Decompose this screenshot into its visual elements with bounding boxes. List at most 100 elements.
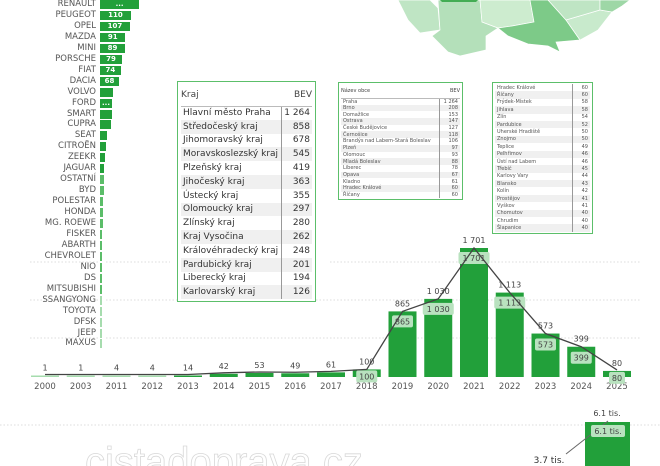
brand-bar[interactable] [100, 142, 106, 152]
map-region-praha-area[interactable] [440, 0, 478, 2]
brand-row[interactable]: SSANGYONG [0, 295, 170, 306]
year-bar[interactable] [31, 375, 59, 378]
table-row[interactable]: Moravskoslezský kraj 545 [181, 147, 312, 162]
brand-row[interactable]: DFSK [0, 317, 170, 328]
table-row[interactable]: Ústecký kraj 355 [181, 188, 312, 203]
brand-row[interactable]: TOYOTA [0, 306, 170, 317]
brand-bar[interactable] [100, 328, 102, 338]
table-row[interactable]: Šlapanice 40 [495, 224, 590, 232]
brand-bar[interactable] [100, 273, 102, 283]
brand-row[interactable]: CUPRA [0, 119, 170, 130]
table-row[interactable]: Jihlava 58 [495, 106, 590, 114]
brand-row[interactable]: SMART [0, 109, 170, 120]
brand-row[interactable]: MINI 89 [0, 43, 170, 54]
brand-bar[interactable]: 74 [100, 65, 121, 75]
table-row[interactable]: Blansko 43 [495, 180, 590, 188]
brand-bar[interactable] [100, 131, 107, 141]
brand-bar[interactable] [100, 186, 104, 196]
table-row[interactable]: Znojmo 50 [495, 135, 590, 144]
year-bar[interactable] [281, 373, 310, 377]
brand-row[interactable]: MG. ROEWE [0, 218, 170, 229]
brand-bar[interactable] [100, 317, 102, 327]
brand-bar[interactable]: 89 [100, 43, 125, 53]
year-bar[interactable] [102, 375, 131, 378]
brand-bar[interactable] [100, 219, 103, 228]
brand-bar[interactable] [100, 262, 102, 272]
brand-row[interactable]: OSTATNÍ [0, 174, 170, 185]
brand-bar[interactable] [100, 295, 102, 305]
brand-row[interactable]: CITROËN [0, 141, 170, 152]
table-row[interactable]: Kladno 61 [341, 178, 460, 185]
table-row[interactable]: Vyškov 41 [495, 202, 590, 210]
table-row[interactable]: Hradec Králové 60 [495, 84, 590, 92]
municipality-table-2[interactable]: Hradec Králové 60 Říčany 60 Frýdek-Místek 58 J… [492, 82, 593, 234]
brand-row[interactable]: JAGUAR [0, 163, 170, 174]
municipality-table-1[interactable]: Název obce BEV Praha 1 264 Brno 208 Domažlice 1… [338, 82, 463, 201]
brand-bar[interactable]: 110 [100, 10, 131, 20]
brand-row[interactable]: VOLVO [0, 87, 170, 98]
brand-bar[interactable] [100, 306, 102, 316]
table-row[interactable]: Opava 67 [341, 171, 460, 179]
brand-row[interactable]: MITSUBISHI [0, 284, 170, 295]
brand-row[interactable]: PEUGEOT 110 [0, 10, 170, 21]
brand-row[interactable]: NIO [0, 262, 170, 273]
table-row[interactable]: Ostrava 147 [341, 118, 460, 125]
brand-bar[interactable]: 79 [100, 54, 123, 64]
brand-bar[interactable]: ... [100, 0, 140, 9]
brand-row[interactable]: PORSCHE 79 [0, 54, 170, 65]
brand-bar[interactable] [100, 153, 106, 163]
table-row[interactable]: Jihomoravský kraj 678 [181, 133, 312, 148]
table-row[interactable]: Karlovarský kraj 126 [181, 285, 312, 300]
table-row[interactable]: Jihočeský kraj 363 [181, 174, 312, 189]
table-row[interactable]: Domažlice 153 [341, 111, 460, 119]
brand-bar[interactable]: 68 [100, 76, 120, 86]
table-row[interactable]: Brandýs nad Labem-Stará Boleslav 106 [341, 138, 460, 145]
table-row[interactable]: Uherské Hradiště 50 [495, 128, 590, 136]
brand-row[interactable]: DACIA 68 [0, 76, 170, 87]
table-row[interactable]: Olomouc 93 [341, 151, 460, 159]
brand-row[interactable]: ZEEKR [0, 152, 170, 163]
brand-row[interactable]: MAZDA 91 [0, 32, 170, 43]
table-row[interactable]: Hlavní město Praha 1 264 [181, 106, 312, 120]
year-bar[interactable] [460, 248, 488, 377]
brand-row[interactable]: JEEP [0, 328, 170, 339]
table-row[interactable]: Karlovy Vary 44 [495, 172, 590, 181]
brand-row[interactable]: BYD [0, 185, 170, 196]
year-bar[interactable] [138, 375, 167, 378]
brand-row[interactable]: FIAT 74 [0, 65, 170, 76]
table-row[interactable]: Prostějov 41 [495, 194, 590, 203]
region-table[interactable]: Kraj BEV Hlavní město Praha 1 264 Středočesk… [177, 81, 316, 303]
table-row[interactable]: Pelhřimov 46 [495, 150, 590, 158]
brand-row[interactable]: HONDA [0, 207, 170, 218]
table-row[interactable]: Zlín 54 [495, 113, 590, 121]
year-bar[interactable] [174, 375, 202, 378]
table-row[interactable]: Královéhradecký kraj 248 [181, 243, 312, 258]
table-row[interactable]: Plzeň 97 [341, 144, 460, 152]
brand-row[interactable]: ABARTH [0, 240, 170, 251]
table-row[interactable]: Olomoucký kraj 297 [181, 202, 312, 217]
table-row[interactable]: Praha 1 264 [341, 98, 460, 105]
table-row[interactable]: Teplice 49 [495, 143, 590, 151]
table-row[interactable]: Ústí nad Labem 46 [495, 157, 590, 166]
brand-bar[interactable]: 107 [100, 21, 130, 31]
table-row[interactable]: Černošice 118 [341, 131, 460, 139]
table-row[interactable]: Říčany 60 [495, 91, 590, 99]
table-row[interactable]: Brno 208 [341, 104, 460, 112]
year-bar[interactable] [209, 373, 238, 377]
col-header-obec[interactable]: Název obce [341, 84, 440, 99]
table-row[interactable]: Kolín 42 [495, 187, 590, 195]
brand-bar[interactable] [100, 339, 102, 349]
map-region-west[interactable] [397, 0, 441, 34]
brand-bar[interactable] [100, 87, 113, 97]
table-row[interactable]: Středočeský kraj 858 [181, 119, 312, 134]
brand-bar[interactable] [100, 120, 111, 130]
table-row[interactable]: Liberecký kraj 194 [181, 271, 312, 286]
year-bar[interactable] [245, 372, 274, 377]
brand-row[interactable]: CHEVROLET [0, 251, 170, 262]
table-row[interactable]: České Budějovice 127 [341, 124, 460, 132]
brand-bar[interactable] [100, 284, 102, 294]
year-bar[interactable] [66, 375, 95, 378]
brand-row[interactable]: FORD... [0, 98, 170, 109]
table-row[interactable]: Mladá Boleslav 88 [341, 158, 460, 165]
brand-bar[interactable] [100, 229, 102, 239]
